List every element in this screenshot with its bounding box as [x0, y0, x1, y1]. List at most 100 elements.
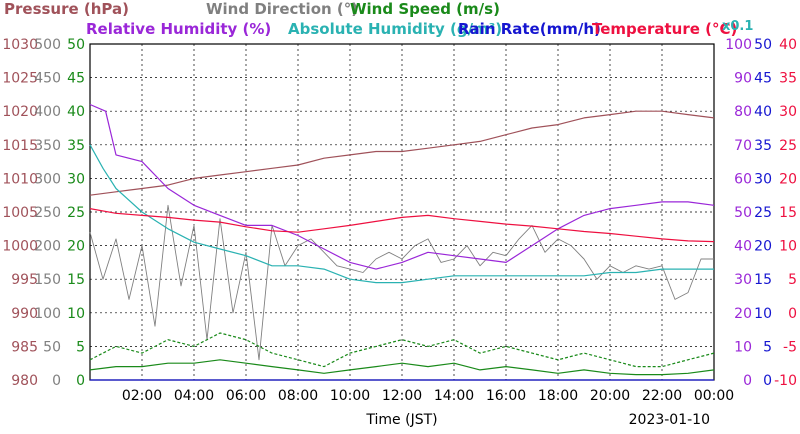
y-tick-humidity: 50: [734, 205, 752, 221]
legend-item-1: Pressure (hPa): [4, 0, 129, 18]
y-tick-humidity: 10: [734, 339, 752, 355]
y-tick-wind_direction: 250: [34, 205, 61, 221]
y-tick-pressure: 990: [11, 306, 38, 322]
y-tick-humidity: 30: [734, 272, 752, 288]
date-label: 2023-01-10: [629, 412, 710, 428]
y-tick-rain_rate: 50: [754, 37, 772, 53]
y-tick-humidity: 40: [734, 239, 752, 255]
y-tick-rain_rate: 15: [754, 272, 772, 288]
y-tick-humidity: 70: [734, 138, 752, 154]
y-tick-wind_direction: 150: [34, 272, 61, 288]
y-tick-wind_direction: 200: [34, 239, 61, 255]
y-tick-wind_speed: 20: [67, 239, 85, 255]
y-tick-temperature: 25: [779, 138, 797, 154]
y-tick-pressure: 1005: [2, 205, 38, 221]
series-wind-speed-average-m-s: [89, 359, 715, 376]
x-tick-label: 04:00: [174, 388, 214, 404]
x-tick-label: 16:00: [486, 388, 526, 404]
y-tick-pressure: 1000: [2, 239, 38, 255]
y-tick-rain_rate: 35: [754, 138, 772, 154]
y-tick-rain_rate: 40: [754, 104, 772, 120]
y-tick-wind_speed: 40: [67, 104, 85, 120]
series-lines: [89, 103, 715, 381]
left-axes: 1030102510201015101010051000995990985980…: [2, 37, 85, 389]
y-tick-humidity: 90: [734, 71, 752, 87]
y-tick-pressure: 1020: [2, 104, 38, 120]
y-tick-pressure: 980: [11, 373, 38, 389]
legend-item-2: Wind Direction (°): [206, 0, 358, 18]
x-tick-label: 00:00: [694, 388, 734, 404]
y-tick-temperature: 0: [788, 306, 797, 322]
y-tick-wind_speed: 5: [76, 339, 85, 355]
right-axes: 1009080706050403020100504540353025201510…: [725, 37, 797, 389]
y-tick-temperature: 20: [779, 171, 797, 187]
y-tick-temperature: 40: [779, 37, 797, 53]
x-tick-label: 08:00: [278, 388, 318, 404]
x-axis-label: Time (JST): [365, 412, 437, 428]
legend-row-1: Pressure (hPa) Wind Direction (°)Wind Spe…: [4, 0, 500, 18]
y-tick-pressure: 1025: [2, 71, 38, 87]
y-tick-pressure: 1030: [2, 37, 38, 53]
y-tick-wind_speed: 45: [67, 71, 85, 87]
y-tick-wind_direction: 450: [34, 71, 61, 87]
x-tick-label: 10:00: [330, 388, 370, 404]
y-tick-rain_rate: 0: [763, 373, 772, 389]
y-tick-humidity: 80: [734, 104, 752, 120]
y-tick-wind_speed: 25: [67, 205, 85, 221]
y-tick-temperature: 15: [779, 205, 797, 221]
y-tick-wind_speed: 0: [76, 373, 85, 389]
legend-item-3: Wind Speed (m/s): [350, 0, 500, 18]
y-tick-rain_rate: 20: [754, 239, 772, 255]
y-tick-wind_speed: 35: [67, 138, 85, 154]
series-wind-speed-m-s: [89, 332, 715, 368]
y-tick-pressure: 1010: [2, 171, 38, 187]
y-tick-pressure: 995: [11, 272, 38, 288]
y-tick-pressure: 985: [11, 339, 38, 355]
legend-item-6: Rain Rate(mm/h): [458, 20, 601, 38]
y-tick-rain_rate: 25: [754, 205, 772, 221]
x-tick-label: 18:00: [538, 388, 578, 404]
y-tick-humidity: 0: [743, 373, 752, 389]
y-tick-wind_speed: 10: [67, 306, 85, 322]
y-tick-wind_speed: 15: [67, 272, 85, 288]
y-tick-rain_rate: 45: [754, 71, 772, 87]
y-tick-wind_direction: 350: [34, 138, 61, 154]
y-tick-temperature: 5: [788, 272, 797, 288]
y-tick-rain_rate: 10: [754, 306, 772, 322]
y-tick-rain_rate: 5: [763, 339, 772, 355]
y-tick-rain_rate: 30: [754, 171, 772, 187]
series-pressure-hpa: [89, 110, 715, 196]
x-tick-label: 12:00: [382, 388, 422, 404]
series-absolute-humidity-g-m-x0-1: [89, 144, 714, 284]
legend-item-7: Temperature (°C): [592, 20, 737, 38]
abs-humidity-scale-note: x0.1: [722, 19, 753, 34]
x-tick-label: 20:00: [590, 388, 630, 404]
y-tick-wind_direction: 400: [34, 104, 61, 120]
y-tick-temperature: -10: [774, 373, 797, 389]
y-tick-humidity: 100: [725, 37, 752, 53]
y-tick-humidity: 20: [734, 306, 752, 322]
series-relative-humidity: [89, 103, 715, 270]
y-tick-wind_direction: 0: [52, 373, 61, 389]
legend-row-2: Relative Humidity (%) Absolute Humidity (…: [86, 20, 737, 38]
grid-lines: [90, 44, 714, 380]
y-tick-temperature: 30: [779, 104, 797, 120]
series-temperature-c: [89, 208, 715, 243]
y-tick-wind_speed: 30: [67, 171, 85, 187]
x-tick-label: 14:00: [434, 388, 474, 404]
y-tick-wind_direction: 500: [34, 37, 61, 53]
y-tick-wind_speed: 50: [67, 37, 85, 53]
y-tick-temperature: 35: [779, 71, 797, 87]
y-tick-wind_direction: 50: [43, 339, 61, 355]
y-tick-temperature: 10: [779, 239, 797, 255]
x-tick-label: 02:00: [122, 388, 162, 404]
y-tick-wind_direction: 300: [34, 171, 61, 187]
legend-item-4: Relative Humidity (%): [86, 20, 271, 38]
y-tick-wind_direction: 100: [34, 306, 61, 322]
series-wind-direction: [89, 204, 714, 361]
legend-item-5: Absolute Humidity (g/m³): [288, 20, 502, 38]
x-tick-label: 06:00: [226, 388, 266, 404]
x-axis-ticks: 02:00 04:00 06:00 08:00 10:00 12:00 14:00 16:00…: [122, 388, 734, 404]
y-tick-pressure: 1015: [2, 138, 38, 154]
